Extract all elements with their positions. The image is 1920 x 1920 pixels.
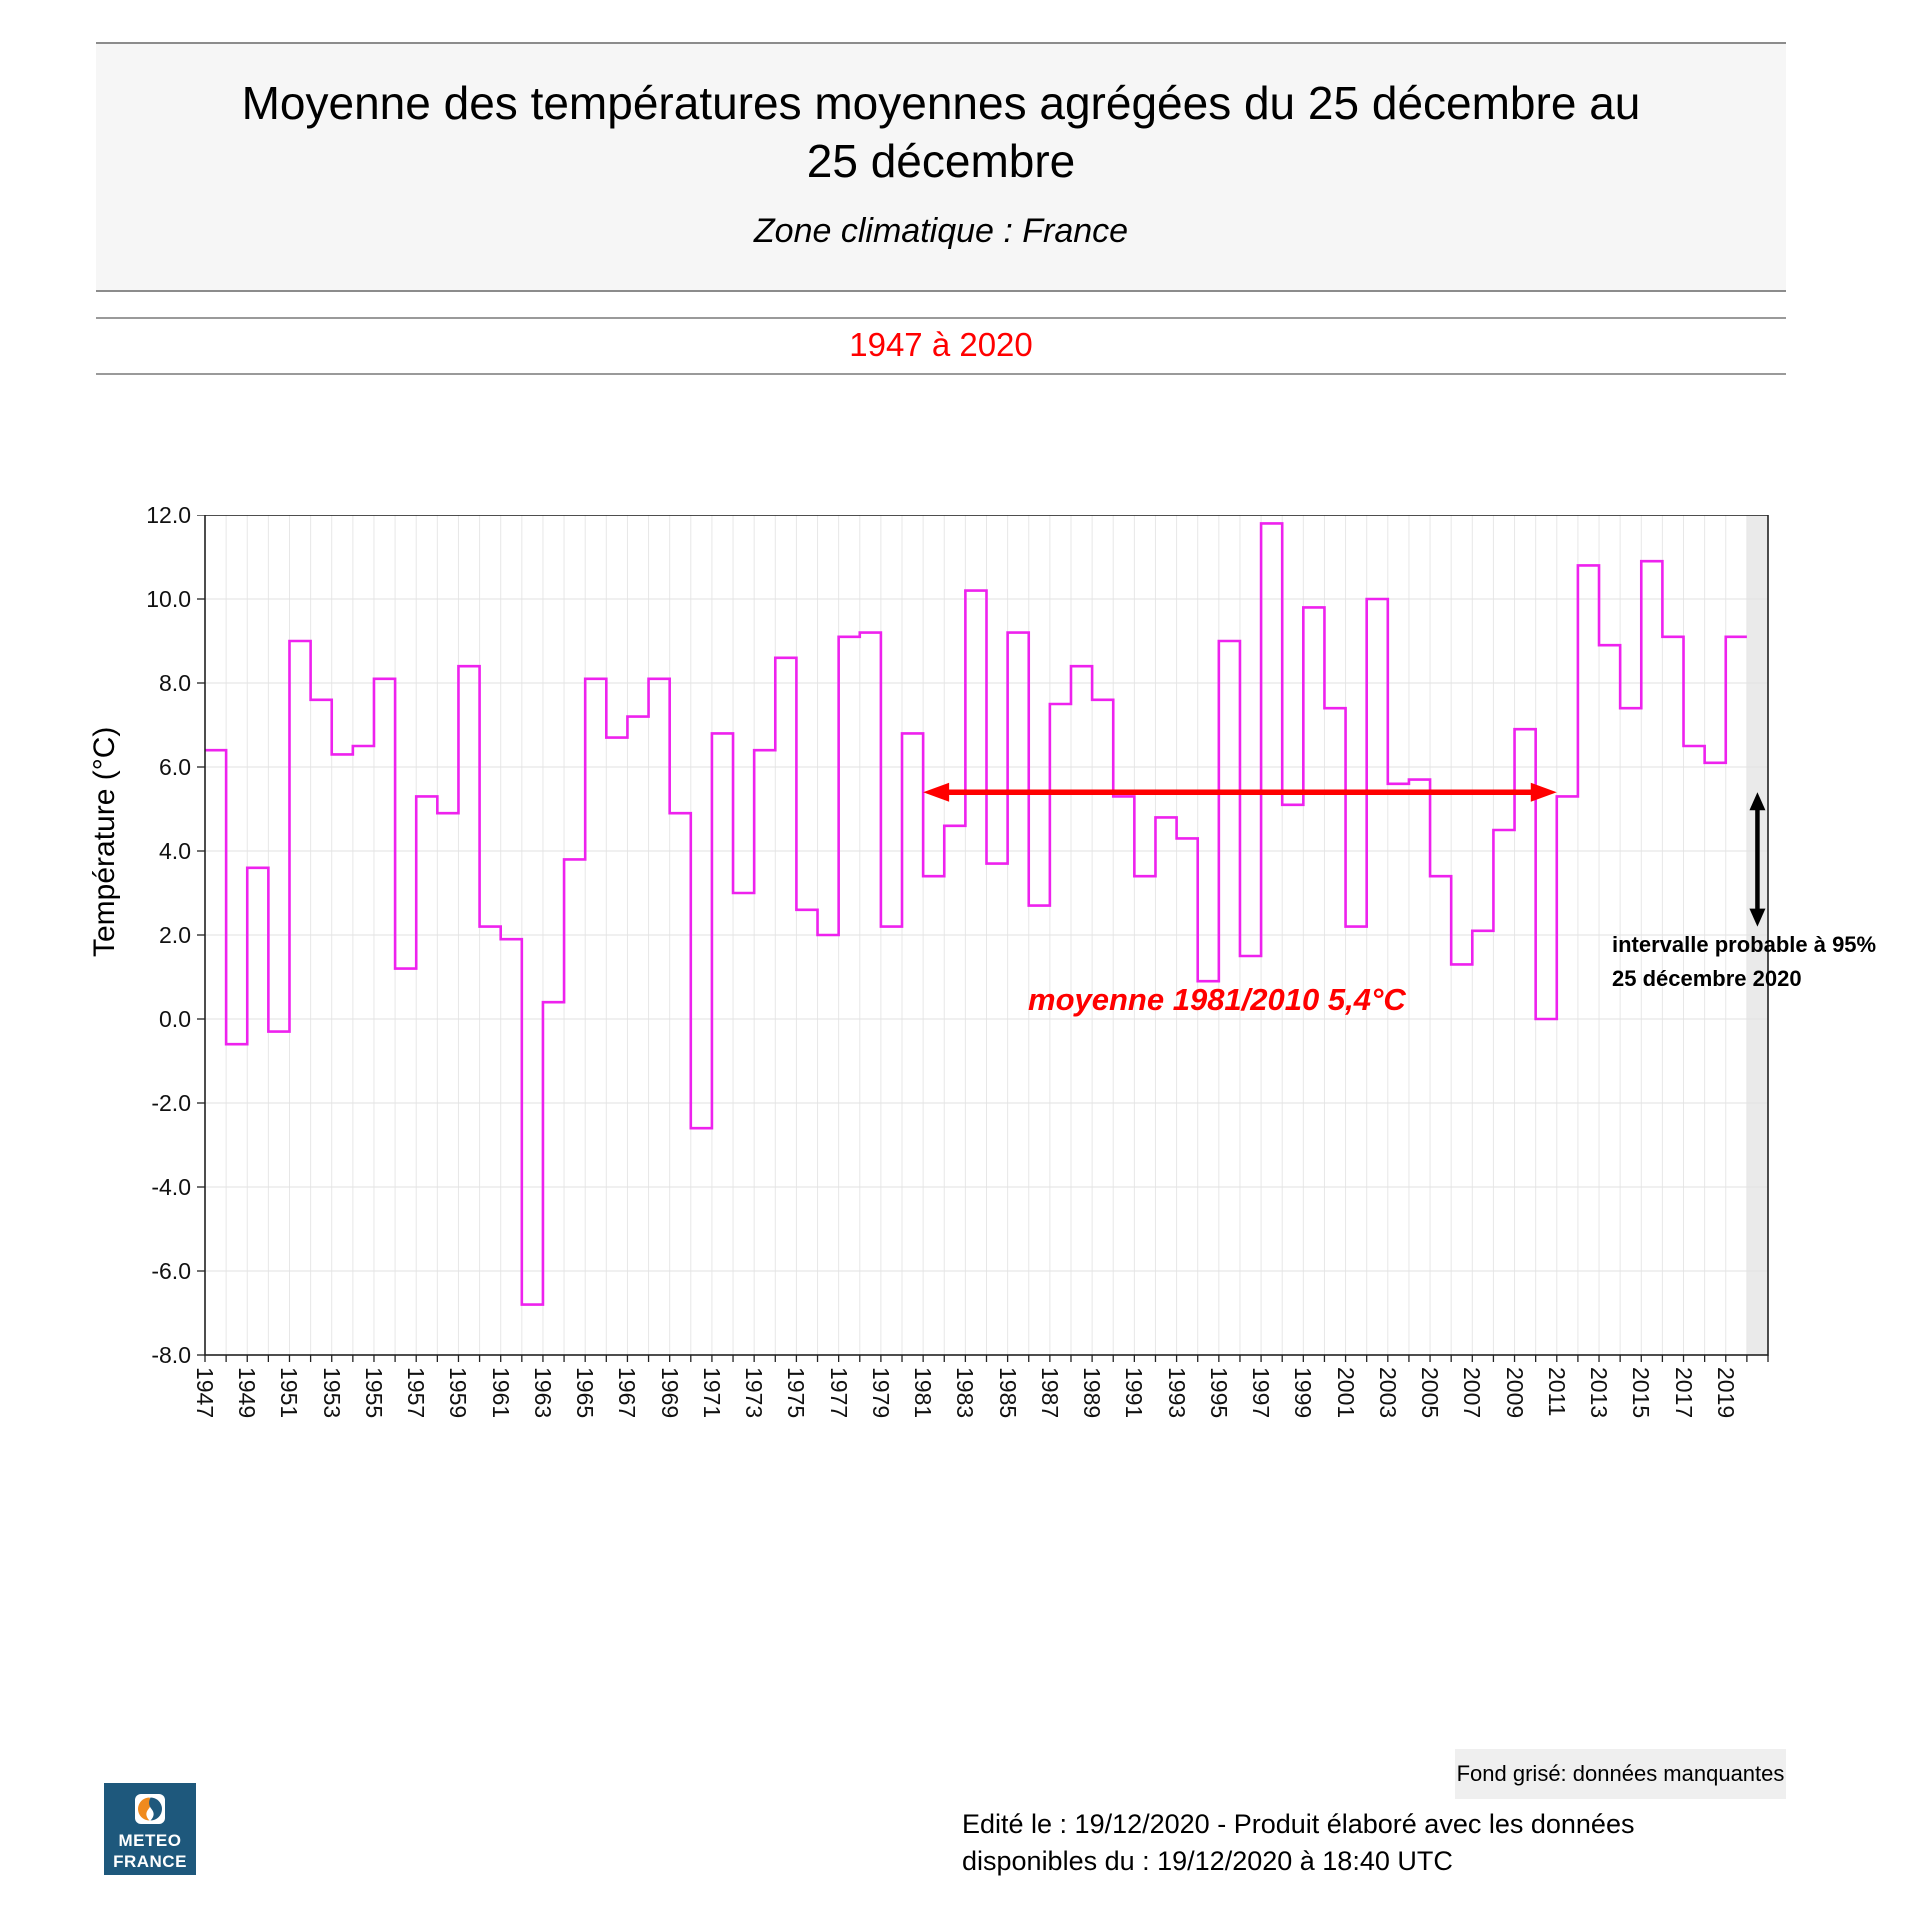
edition-info-line2: disponibles du : 19/12/2020 à 18:40 UTC xyxy=(962,1846,1453,1876)
x-tick-label: 1987 xyxy=(1036,1367,1063,1419)
x-tick-label: 1989 xyxy=(1079,1367,1106,1419)
x-tick-label: 1957 xyxy=(403,1367,430,1419)
logo-text-line1: METEO xyxy=(118,1831,182,1850)
x-tick-label: 1955 xyxy=(360,1367,387,1419)
y-tick-label: 8.0 xyxy=(159,670,191,696)
x-tick-label: 1979 xyxy=(867,1367,894,1419)
x-tick-label: 1951 xyxy=(276,1367,303,1419)
y-tick-label: 2.0 xyxy=(159,922,191,948)
x-tick-label: 1953 xyxy=(318,1367,345,1419)
divider xyxy=(96,373,1786,375)
y-tick-label: 6.0 xyxy=(159,754,191,780)
logo-text-line2: FRANCE xyxy=(113,1852,187,1871)
period-range: 1947 à 2020 xyxy=(849,326,1033,363)
y-tick-label: 12.0 xyxy=(146,502,191,528)
x-tick-label: 1969 xyxy=(656,1367,683,1419)
x-tick-label: 1993 xyxy=(1163,1367,1190,1419)
divider xyxy=(96,317,1786,319)
x-tick-label: 1995 xyxy=(1205,1367,1232,1419)
edition-info: Edité le : 19/12/2020 - Produit élaboré … xyxy=(962,1806,1634,1880)
x-tick-label: 1949 xyxy=(234,1367,261,1419)
interval-label-line2: 25 décembre 2020 xyxy=(1612,966,1802,991)
x-tick-label: 1999 xyxy=(1290,1367,1317,1419)
meteo-france-logo: METEO FRANCE xyxy=(104,1783,196,1875)
x-tick-label: 2017 xyxy=(1670,1367,1697,1419)
x-tick-label: 2015 xyxy=(1628,1367,1655,1419)
mean-annotation-label: moyenne 1981/2010 5,4°C xyxy=(1028,982,1406,1017)
x-tick-label: 2019 xyxy=(1712,1367,1739,1419)
x-tick-label: 1961 xyxy=(487,1367,514,1419)
x-tick-label: 1983 xyxy=(952,1367,979,1419)
x-tick-label: 2005 xyxy=(1417,1367,1444,1419)
y-tick-label: -2.0 xyxy=(151,1090,191,1116)
subtitle-zone: Zone climatique : France xyxy=(753,212,1129,250)
interval-annotation-label: intervalle probable à 95% 25 décembre 20… xyxy=(1612,928,1920,996)
x-tick-label: 2013 xyxy=(1586,1367,1613,1419)
meteo-france-icon xyxy=(135,1794,165,1824)
edition-info-line1: Edité le : 19/12/2020 - Produit élaboré … xyxy=(962,1809,1635,1839)
y-tick-label: 0.0 xyxy=(159,1006,191,1032)
x-tick-label: 2011 xyxy=(1543,1367,1570,1417)
x-tick-label: 1963 xyxy=(529,1367,556,1419)
x-tick-label: 2001 xyxy=(1332,1367,1359,1419)
x-tick-label: 2009 xyxy=(1501,1367,1528,1419)
x-tick-label: 1967 xyxy=(614,1367,641,1419)
x-tick-label: 2007 xyxy=(1459,1367,1486,1419)
y-tick-label: -4.0 xyxy=(151,1174,191,1200)
y-tick-label: -6.0 xyxy=(151,1258,191,1284)
x-tick-label: 1977 xyxy=(825,1367,852,1419)
x-tick-label: 2003 xyxy=(1374,1367,1401,1419)
y-tick-label: 10.0 xyxy=(146,586,191,612)
x-tick-label: 1973 xyxy=(741,1367,768,1419)
y-tick-label: 4.0 xyxy=(159,838,191,864)
x-tick-label: 1981 xyxy=(910,1367,937,1419)
x-tick-label: 1997 xyxy=(1248,1367,1275,1419)
page-title-line2: 25 décembre xyxy=(806,135,1076,187)
x-tick-label: 1985 xyxy=(994,1367,1021,1419)
missing-data-note: Fond grisé: données manquantes xyxy=(1455,1749,1786,1799)
x-tick-label: 1991 xyxy=(1121,1367,1148,1419)
page-title-line1: Moyenne des températures moyennes agrégé… xyxy=(241,77,1641,129)
interval-label-line1: intervalle probable à 95% xyxy=(1612,932,1877,957)
x-tick-label: 1965 xyxy=(572,1367,599,1419)
x-tick-label: 1975 xyxy=(783,1367,810,1419)
x-tick-label: 1947 xyxy=(192,1367,218,1419)
x-tick-label: 1959 xyxy=(445,1367,472,1419)
temperature-step-chart xyxy=(197,515,1769,1362)
y-tick-label: -8.0 xyxy=(151,1342,191,1368)
x-tick-label: 1971 xyxy=(698,1367,725,1419)
title-box: Moyenne des températures moyennes agrégé… xyxy=(96,42,1786,292)
